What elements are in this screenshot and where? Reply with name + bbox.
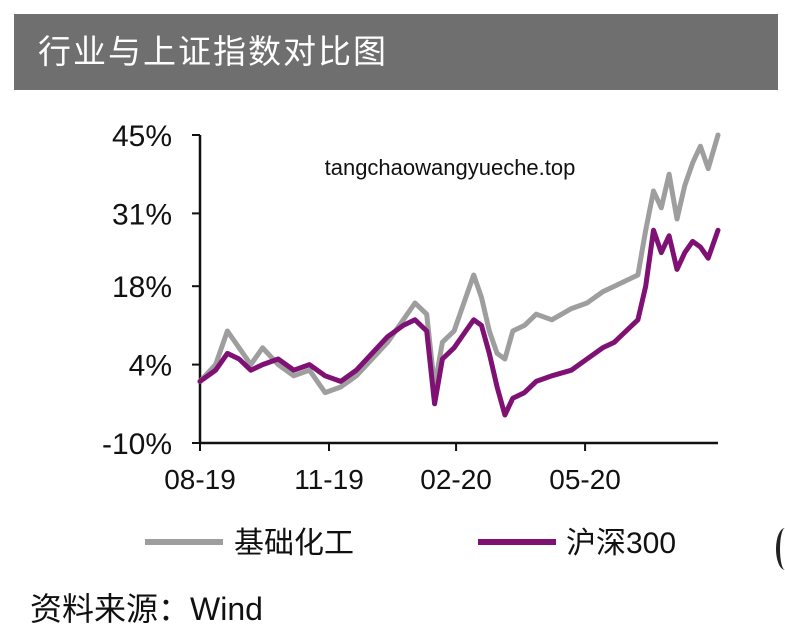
y-tick-label: 18% [112,271,172,304]
line-chart: tangchaowangyueche.top 45% 31% 18% 4% -10%08… [102,120,721,560]
y-tick-label: -10% [102,428,172,461]
chart-axes: 45% 31% 18% 4% -10%08-19 11-19 02-20 05-20 [102,120,718,495]
x-tick-label: 11-19 [294,464,364,495]
y-tick-label: 4% [129,350,172,383]
source-note: 资料来源：Wind [30,584,263,630]
chart-title: 行业与上证指数对比图 [14,14,778,90]
series-line-2 [197,227,721,418]
source-value: Wind [190,591,263,627]
series-line-1 [197,132,721,396]
x-tick-label: 02-20 [420,464,492,495]
watermark-text: tangchaowangyueche.top [325,155,576,180]
partial-circle-icon [776,528,785,570]
y-tick-label: 31% [112,198,172,231]
legend-label-1: 基础化工 [234,527,354,560]
chart-legend: 基础化工 沪深300 [145,527,676,560]
y-tick-label: 45% [112,120,172,153]
legend-label-2: 沪深300 [566,527,676,560]
x-tick-label: 08-19 [164,464,236,495]
x-tick-label: 05-20 [549,464,621,495]
chart-series-lines [197,132,721,418]
source-label: 资料来源： [30,590,191,628]
